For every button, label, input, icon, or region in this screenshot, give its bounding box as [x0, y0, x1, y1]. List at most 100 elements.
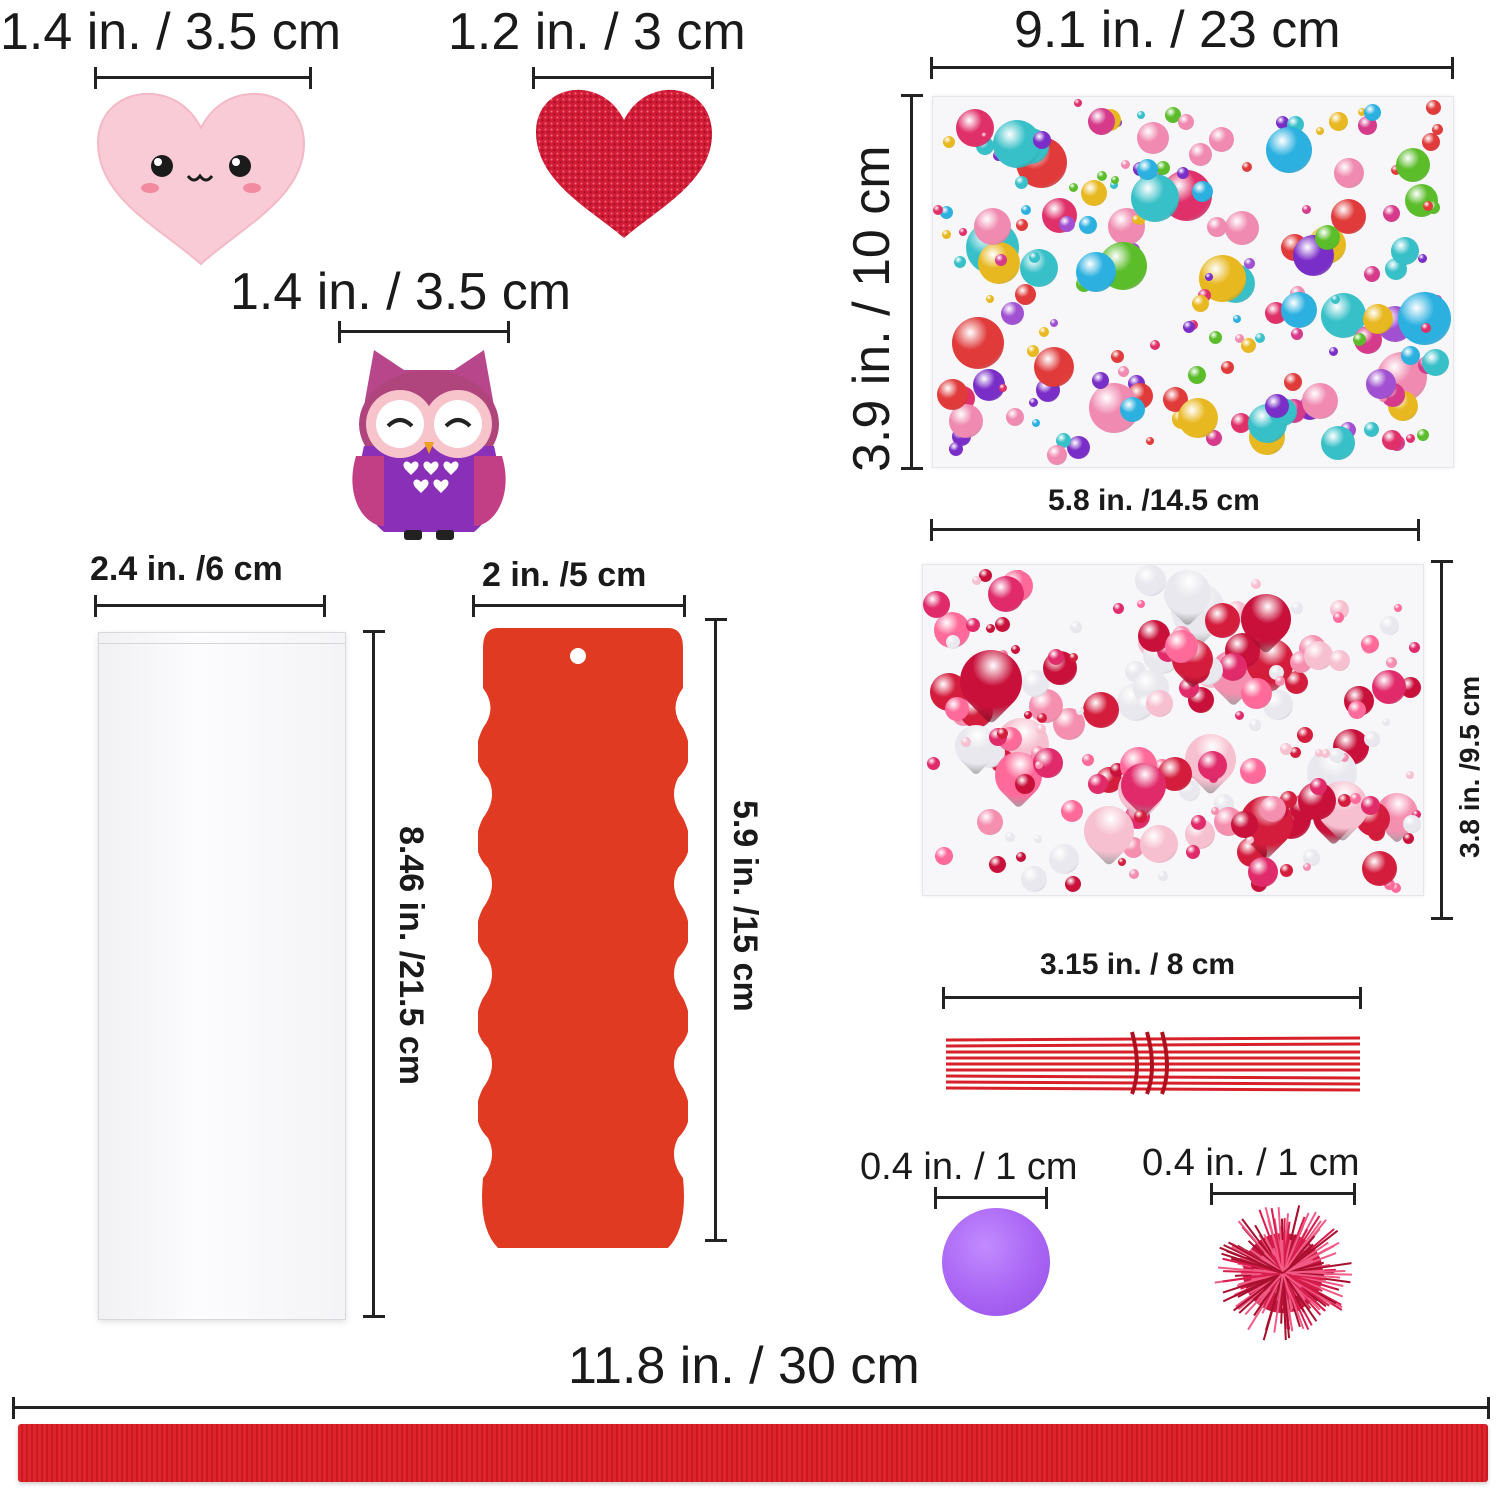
- gem: [1303, 849, 1320, 866]
- sequin-dimension-line: [934, 1187, 1048, 1209]
- gem: [1036, 724, 1046, 734]
- gem: [1225, 211, 1259, 245]
- gem: [986, 624, 995, 633]
- gem: [1029, 252, 1040, 263]
- gem: [1333, 612, 1344, 623]
- purple-sequin: [942, 1208, 1050, 1316]
- gem: [1364, 422, 1379, 437]
- gem: [1364, 266, 1380, 282]
- gem: [1304, 641, 1333, 670]
- gem: [1192, 295, 1209, 312]
- gem: [1391, 237, 1419, 265]
- gem: [1033, 131, 1051, 149]
- gem: [1364, 731, 1380, 747]
- gem: [1034, 347, 1074, 387]
- gem: [1178, 114, 1194, 130]
- gem: [1083, 692, 1119, 728]
- gem: [1110, 181, 1118, 189]
- gem-sheet-height-label: 3.9 in. / 10 cm: [843, 145, 901, 472]
- cellophane-bag: [98, 632, 346, 1320]
- gem: [1015, 176, 1028, 189]
- gem: [1315, 749, 1323, 757]
- gem: [989, 856, 1006, 873]
- gem: [1049, 844, 1079, 874]
- gem: [1231, 811, 1258, 838]
- gem: [1037, 713, 1047, 723]
- gem: [995, 254, 1007, 266]
- gem: [1156, 161, 1170, 175]
- gem: [1280, 864, 1293, 877]
- gem: [999, 384, 1007, 392]
- gem: [1137, 122, 1169, 154]
- gem: [1302, 205, 1311, 214]
- gem: [1121, 160, 1130, 169]
- gem: [1338, 794, 1351, 807]
- gem: [1334, 158, 1364, 188]
- gem: [1131, 174, 1179, 222]
- gem: [1406, 434, 1415, 443]
- gem: [1426, 100, 1441, 115]
- gem: [1113, 603, 1124, 614]
- gem: [1076, 707, 1084, 715]
- gem: [977, 809, 1003, 835]
- gem: [1251, 579, 1261, 589]
- gem: [1189, 143, 1212, 166]
- twist-ties-dimension-line: [942, 987, 1362, 1009]
- gem: [1205, 603, 1240, 638]
- gem: [1219, 653, 1247, 681]
- gem-sheet-width-label: 9.1 in. / 23 cm: [1014, 1, 1341, 59]
- gem: [1191, 815, 1206, 830]
- gem: [1361, 635, 1379, 653]
- gem: [1363, 304, 1393, 334]
- bookmark-width-line: [472, 595, 686, 617]
- gem: [1421, 323, 1431, 333]
- pink-heart-size-label: 1.4 in. / 3.5 cm: [0, 3, 342, 61]
- gem: [1088, 774, 1108, 794]
- bag-height-label: 8.46 in. /21.5 cm: [392, 826, 430, 1085]
- gem: [1384, 879, 1395, 890]
- gem: [1260, 796, 1286, 822]
- gem: [979, 569, 992, 582]
- gem: [956, 109, 994, 147]
- gem: [1265, 394, 1289, 418]
- gem: [1235, 711, 1244, 720]
- gem: [1059, 216, 1075, 232]
- gem: [1353, 333, 1366, 346]
- gem: [1140, 825, 1178, 863]
- gem: [1177, 167, 1189, 179]
- gem: [1082, 754, 1094, 766]
- gem: [1150, 340, 1160, 350]
- gem: [997, 728, 1008, 739]
- bookmark-height-label: 5.9 in. /15 cm: [726, 800, 764, 1012]
- gem: [1205, 273, 1213, 281]
- gem: [1050, 319, 1058, 327]
- gem: [988, 576, 1024, 612]
- gem: [1275, 676, 1285, 686]
- gem: [1039, 327, 1049, 337]
- gem: [946, 635, 960, 649]
- gem: [945, 697, 969, 721]
- gem: [1015, 284, 1036, 305]
- gem: [1137, 111, 1145, 119]
- gem: [974, 208, 1011, 245]
- gem: [1231, 413, 1251, 433]
- twist-ties-bundle: [945, 1031, 1361, 1095]
- gem: [1021, 205, 1031, 215]
- heart-gem-sheet-width-line: [930, 519, 1420, 541]
- gem: [1111, 350, 1124, 363]
- gem: [933, 205, 943, 215]
- gem: [1233, 315, 1241, 323]
- gem: [1297, 727, 1313, 743]
- gem: [966, 618, 980, 632]
- gem: [1165, 107, 1181, 123]
- ribbon-size-label: 11.8 in. / 30 cm: [568, 1337, 920, 1395]
- gem: [943, 136, 955, 148]
- gem: [1417, 429, 1429, 441]
- gem: [1315, 225, 1340, 250]
- gem: [1409, 642, 1420, 653]
- gem: [1111, 176, 1119, 184]
- gem: [1198, 751, 1227, 780]
- gem: [1281, 292, 1317, 328]
- gem: [1074, 99, 1082, 107]
- gem: [1432, 124, 1443, 135]
